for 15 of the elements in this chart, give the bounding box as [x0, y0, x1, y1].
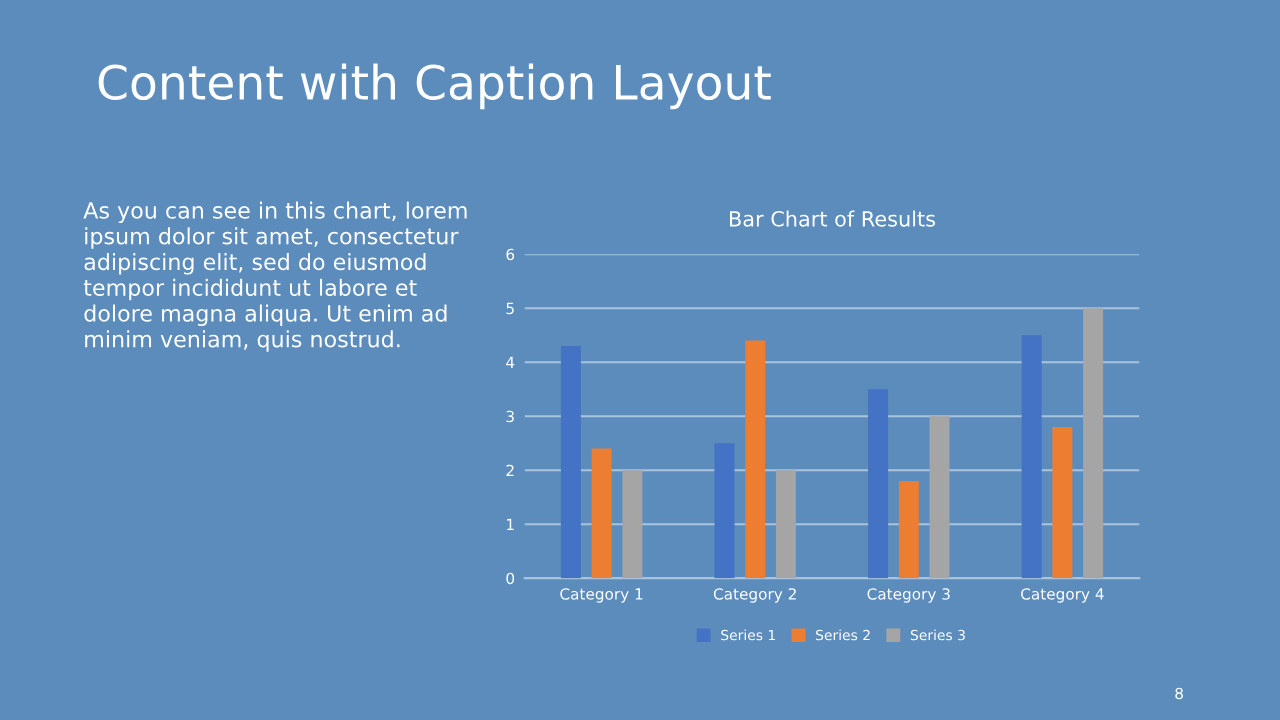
- bar: [560, 345, 581, 579]
- bar: [591, 448, 612, 579]
- bar: [898, 480, 919, 579]
- bar: [745, 340, 766, 579]
- bar: [929, 416, 950, 579]
- bar: [1021, 335, 1042, 579]
- bar: [714, 443, 735, 579]
- bar: [622, 470, 643, 579]
- bar: [775, 470, 796, 579]
- bar: [868, 389, 889, 579]
- bar: [1052, 426, 1073, 579]
- chart-title: Bar Chart of Results: [730, 210, 936, 227]
- text: Content with Caption Layout: [98, 63, 771, 110]
- bar: [1083, 308, 1104, 579]
- text: As you can see in this chart, lorem ipsum dolor sit amet, consectetur adipiscing elit, sed do eiusmod tempor incididunt ut labore et dolore magna aliqua. Ut enim ad minim veniam, quis nostrud.: [83, 201, 467, 352]
